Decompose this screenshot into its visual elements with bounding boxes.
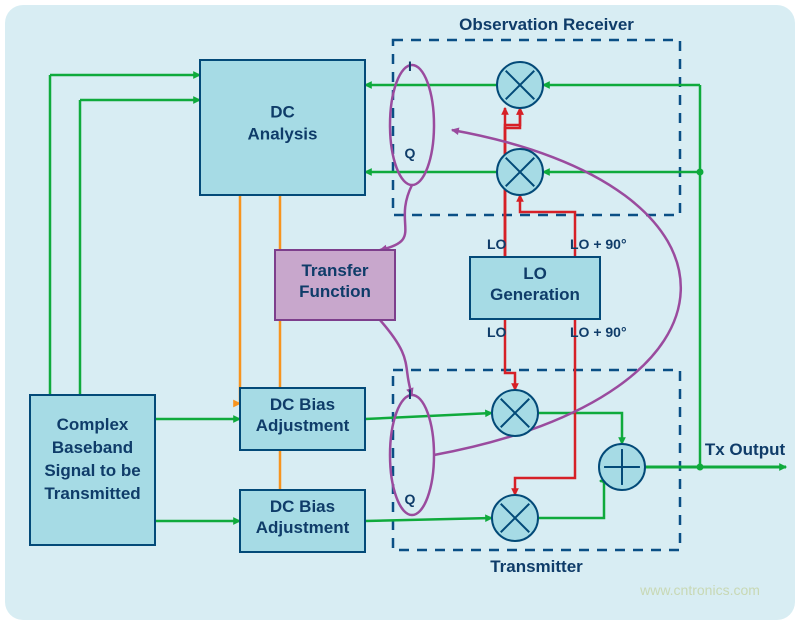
svg-text:Complex: Complex [57, 415, 129, 434]
svg-text:Baseband: Baseband [52, 438, 133, 457]
svg-text:LO: LO [487, 324, 507, 340]
svg-text:LO + 90°: LO + 90° [570, 324, 627, 340]
svg-text:LO: LO [487, 236, 507, 252]
svg-text:www.cntronics.com: www.cntronics.com [639, 582, 760, 598]
svg-text:Adjustment: Adjustment [256, 518, 350, 537]
svg-text:Observation Receiver: Observation Receiver [459, 15, 634, 34]
svg-text:Transmitted: Transmitted [44, 484, 140, 503]
svg-text:I: I [408, 386, 412, 402]
svg-text:Q: Q [405, 491, 416, 507]
svg-text:DC Bias: DC Bias [270, 395, 335, 414]
svg-text:LO: LO [523, 264, 547, 283]
svg-text:Signal to be: Signal to be [44, 461, 140, 480]
svg-text:Function: Function [299, 282, 371, 301]
svg-text:Transmitter: Transmitter [490, 557, 583, 576]
svg-text:Q: Q [405, 145, 416, 161]
svg-text:I: I [408, 58, 412, 74]
svg-text:Generation: Generation [490, 285, 580, 304]
svg-text:Tx Output: Tx Output [705, 440, 786, 459]
svg-text:Adjustment: Adjustment [256, 416, 350, 435]
svg-text:DC: DC [270, 103, 295, 122]
svg-text:Analysis: Analysis [248, 125, 318, 144]
svg-text:LO + 90°: LO + 90° [570, 236, 627, 252]
svg-text:DC Bias: DC Bias [270, 497, 335, 516]
svg-text:Transfer: Transfer [301, 261, 368, 280]
